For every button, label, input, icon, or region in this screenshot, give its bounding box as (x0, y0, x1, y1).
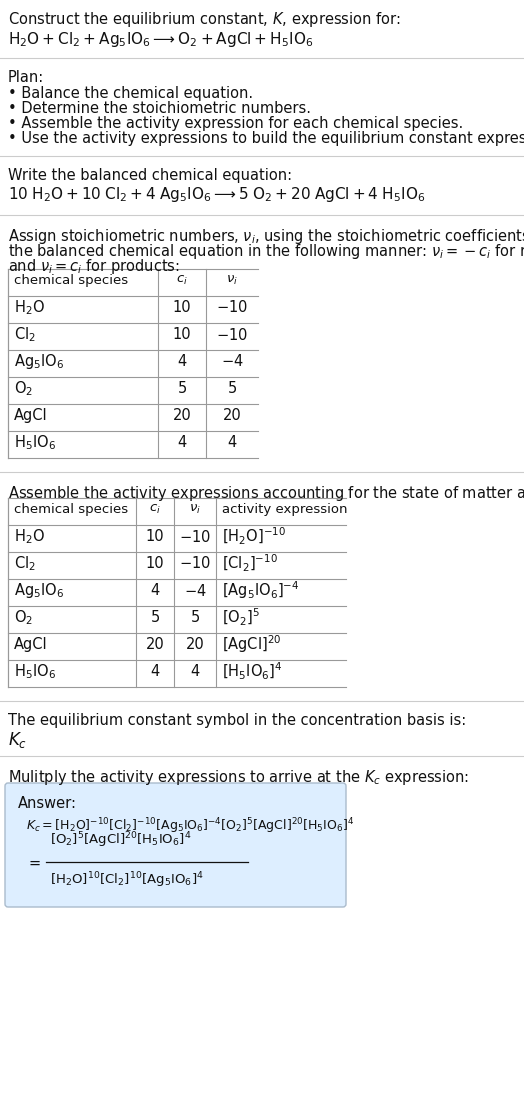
Text: $[\mathrm{Ag_5IO_6}]^{-4}$: $[\mathrm{Ag_5IO_6}]^{-4}$ (222, 580, 299, 601)
Text: Construct the equilibrium constant, $K$, expression for:: Construct the equilibrium constant, $K$,… (8, 10, 401, 29)
Text: $\mathrm{Ag_5IO_6}$: $\mathrm{Ag_5IO_6}$ (14, 581, 64, 600)
Text: 10: 10 (173, 300, 191, 315)
Text: Plan:: Plan: (8, 69, 44, 85)
Text: $K_c$: $K_c$ (8, 730, 27, 750)
Text: $[\mathrm{O_2}]^{5}$: $[\mathrm{O_2}]^{5}$ (222, 607, 260, 628)
Text: 20: 20 (172, 408, 191, 422)
Text: activity expression: activity expression (222, 503, 347, 516)
Text: $-10$: $-10$ (179, 556, 211, 571)
Text: 4: 4 (150, 583, 160, 598)
Text: Answer:: Answer: (18, 796, 77, 811)
FancyBboxPatch shape (5, 783, 346, 907)
Text: $\mathrm{H_2O + Cl_2 + Ag_5IO_6 \longrightarrow O_2 + AgCl + H_5IO_6}$: $\mathrm{H_2O + Cl_2 + Ag_5IO_6 \longrig… (8, 30, 313, 49)
Text: • Balance the chemical equation.: • Balance the chemical equation. (8, 86, 253, 101)
Text: chemical species: chemical species (14, 503, 128, 516)
Text: and $\nu_i = c_i$ for products:: and $\nu_i = c_i$ for products: (8, 257, 180, 276)
Text: $[\mathrm{AgCl}]^{20}$: $[\mathrm{AgCl}]^{20}$ (222, 633, 281, 655)
Text: $[\mathrm{H_2O}]^{-10}$: $[\mathrm{H_2O}]^{-10}$ (222, 526, 286, 547)
Text: $c_i$: $c_i$ (176, 274, 188, 287)
Text: 5: 5 (150, 610, 160, 625)
Text: $-10$: $-10$ (179, 528, 211, 545)
Text: $c_i$: $c_i$ (149, 503, 161, 516)
Text: Assign stoichiometric numbers, $\nu_i$, using the stoichiometric coefficients, $: Assign stoichiometric numbers, $\nu_i$, … (8, 227, 524, 246)
Text: $[\mathrm{O_2}]^{5}[\mathrm{AgCl}]^{20}[\mathrm{H_5IO_6}]^{4}$: $[\mathrm{O_2}]^{5}[\mathrm{AgCl}]^{20}[… (50, 831, 191, 850)
Text: $[\mathrm{H_2O}]^{10}[\mathrm{Cl_2}]^{10}[\mathrm{Ag_5IO_6}]^{4}$: $[\mathrm{H_2O}]^{10}[\mathrm{Cl_2}]^{10… (50, 870, 204, 890)
Text: $[\mathrm{H_5IO_6}]^{4}$: $[\mathrm{H_5IO_6}]^{4}$ (222, 661, 282, 682)
Text: $\mathrm{O_2}$: $\mathrm{O_2}$ (14, 608, 33, 627)
Text: $[\mathrm{Cl_2}]^{-10}$: $[\mathrm{Cl_2}]^{-10}$ (222, 553, 278, 574)
Text: $\nu_i$: $\nu_i$ (189, 503, 201, 516)
Text: Assemble the activity expressions accounting for the state of matter and $\nu_i$: Assemble the activity expressions accoun… (8, 484, 524, 503)
Text: • Determine the stoichiometric numbers.: • Determine the stoichiometric numbers. (8, 101, 311, 116)
Text: the balanced chemical equation in the following manner: $\nu_i = -c_i$ for react: the balanced chemical equation in the fo… (8, 242, 524, 261)
Text: $\mathrm{H_5IO_6}$: $\mathrm{H_5IO_6}$ (14, 662, 56, 681)
Text: $=$: $=$ (26, 855, 41, 869)
Text: 4: 4 (150, 664, 160, 679)
Text: • Use the activity expressions to build the equilibrium constant expression.: • Use the activity expressions to build … (8, 131, 524, 146)
Text: • Assemble the activity expression for each chemical species.: • Assemble the activity expression for e… (8, 116, 463, 131)
Text: AgCl: AgCl (14, 408, 48, 422)
Text: $-4$: $-4$ (221, 353, 243, 370)
Text: $\mathrm{10\; H_2O + 10\; Cl_2 + 4\; Ag_5IO_6 \longrightarrow 5\; O_2 + 20\; AgC: $\mathrm{10\; H_2O + 10\; Cl_2 + 4\; Ag_… (8, 185, 425, 204)
Text: $-10$: $-10$ (216, 326, 248, 343)
Text: 4: 4 (178, 354, 187, 370)
Text: 4: 4 (227, 435, 237, 450)
Text: 4: 4 (178, 435, 187, 450)
Text: 10: 10 (146, 556, 165, 571)
Text: 20: 20 (223, 408, 242, 422)
Text: $\nu_i$: $\nu_i$ (226, 274, 238, 287)
Text: $\mathrm{H_2O}$: $\mathrm{H_2O}$ (14, 298, 45, 317)
Text: chemical species: chemical species (14, 274, 128, 287)
Text: $\mathrm{Ag_5IO_6}$: $\mathrm{Ag_5IO_6}$ (14, 352, 64, 371)
Text: $\mathrm{Cl_2}$: $\mathrm{Cl_2}$ (14, 554, 36, 572)
Text: 10: 10 (173, 326, 191, 342)
Text: Mulitply the activity expressions to arrive at the $K_c$ expression:: Mulitply the activity expressions to arr… (8, 768, 469, 788)
Text: 5: 5 (178, 381, 187, 396)
Text: 5: 5 (227, 381, 237, 396)
Text: 5: 5 (190, 610, 200, 625)
Text: 20: 20 (146, 638, 165, 652)
Text: 20: 20 (185, 638, 204, 652)
Text: AgCl: AgCl (14, 638, 48, 652)
Text: $\mathrm{O_2}$: $\mathrm{O_2}$ (14, 379, 33, 398)
Text: $\mathrm{H_2O}$: $\mathrm{H_2O}$ (14, 527, 45, 546)
Text: 4: 4 (190, 664, 200, 679)
Text: $-10$: $-10$ (216, 300, 248, 315)
Text: Write the balanced chemical equation:: Write the balanced chemical equation: (8, 168, 292, 183)
Text: $\mathrm{H_5IO_6}$: $\mathrm{H_5IO_6}$ (14, 433, 56, 452)
Text: $\mathrm{Cl_2}$: $\mathrm{Cl_2}$ (14, 325, 36, 344)
Text: The equilibrium constant symbol in the concentration basis is:: The equilibrium constant symbol in the c… (8, 713, 466, 728)
Text: $K_c = [\mathrm{H_2O}]^{-10}[\mathrm{Cl_2}]^{-10}[\mathrm{Ag_5IO_6}]^{-4}[\mathr: $K_c = [\mathrm{H_2O}]^{-10}[\mathrm{Cl_… (26, 816, 354, 836)
Text: $-4$: $-4$ (184, 582, 206, 599)
Text: 10: 10 (146, 529, 165, 544)
